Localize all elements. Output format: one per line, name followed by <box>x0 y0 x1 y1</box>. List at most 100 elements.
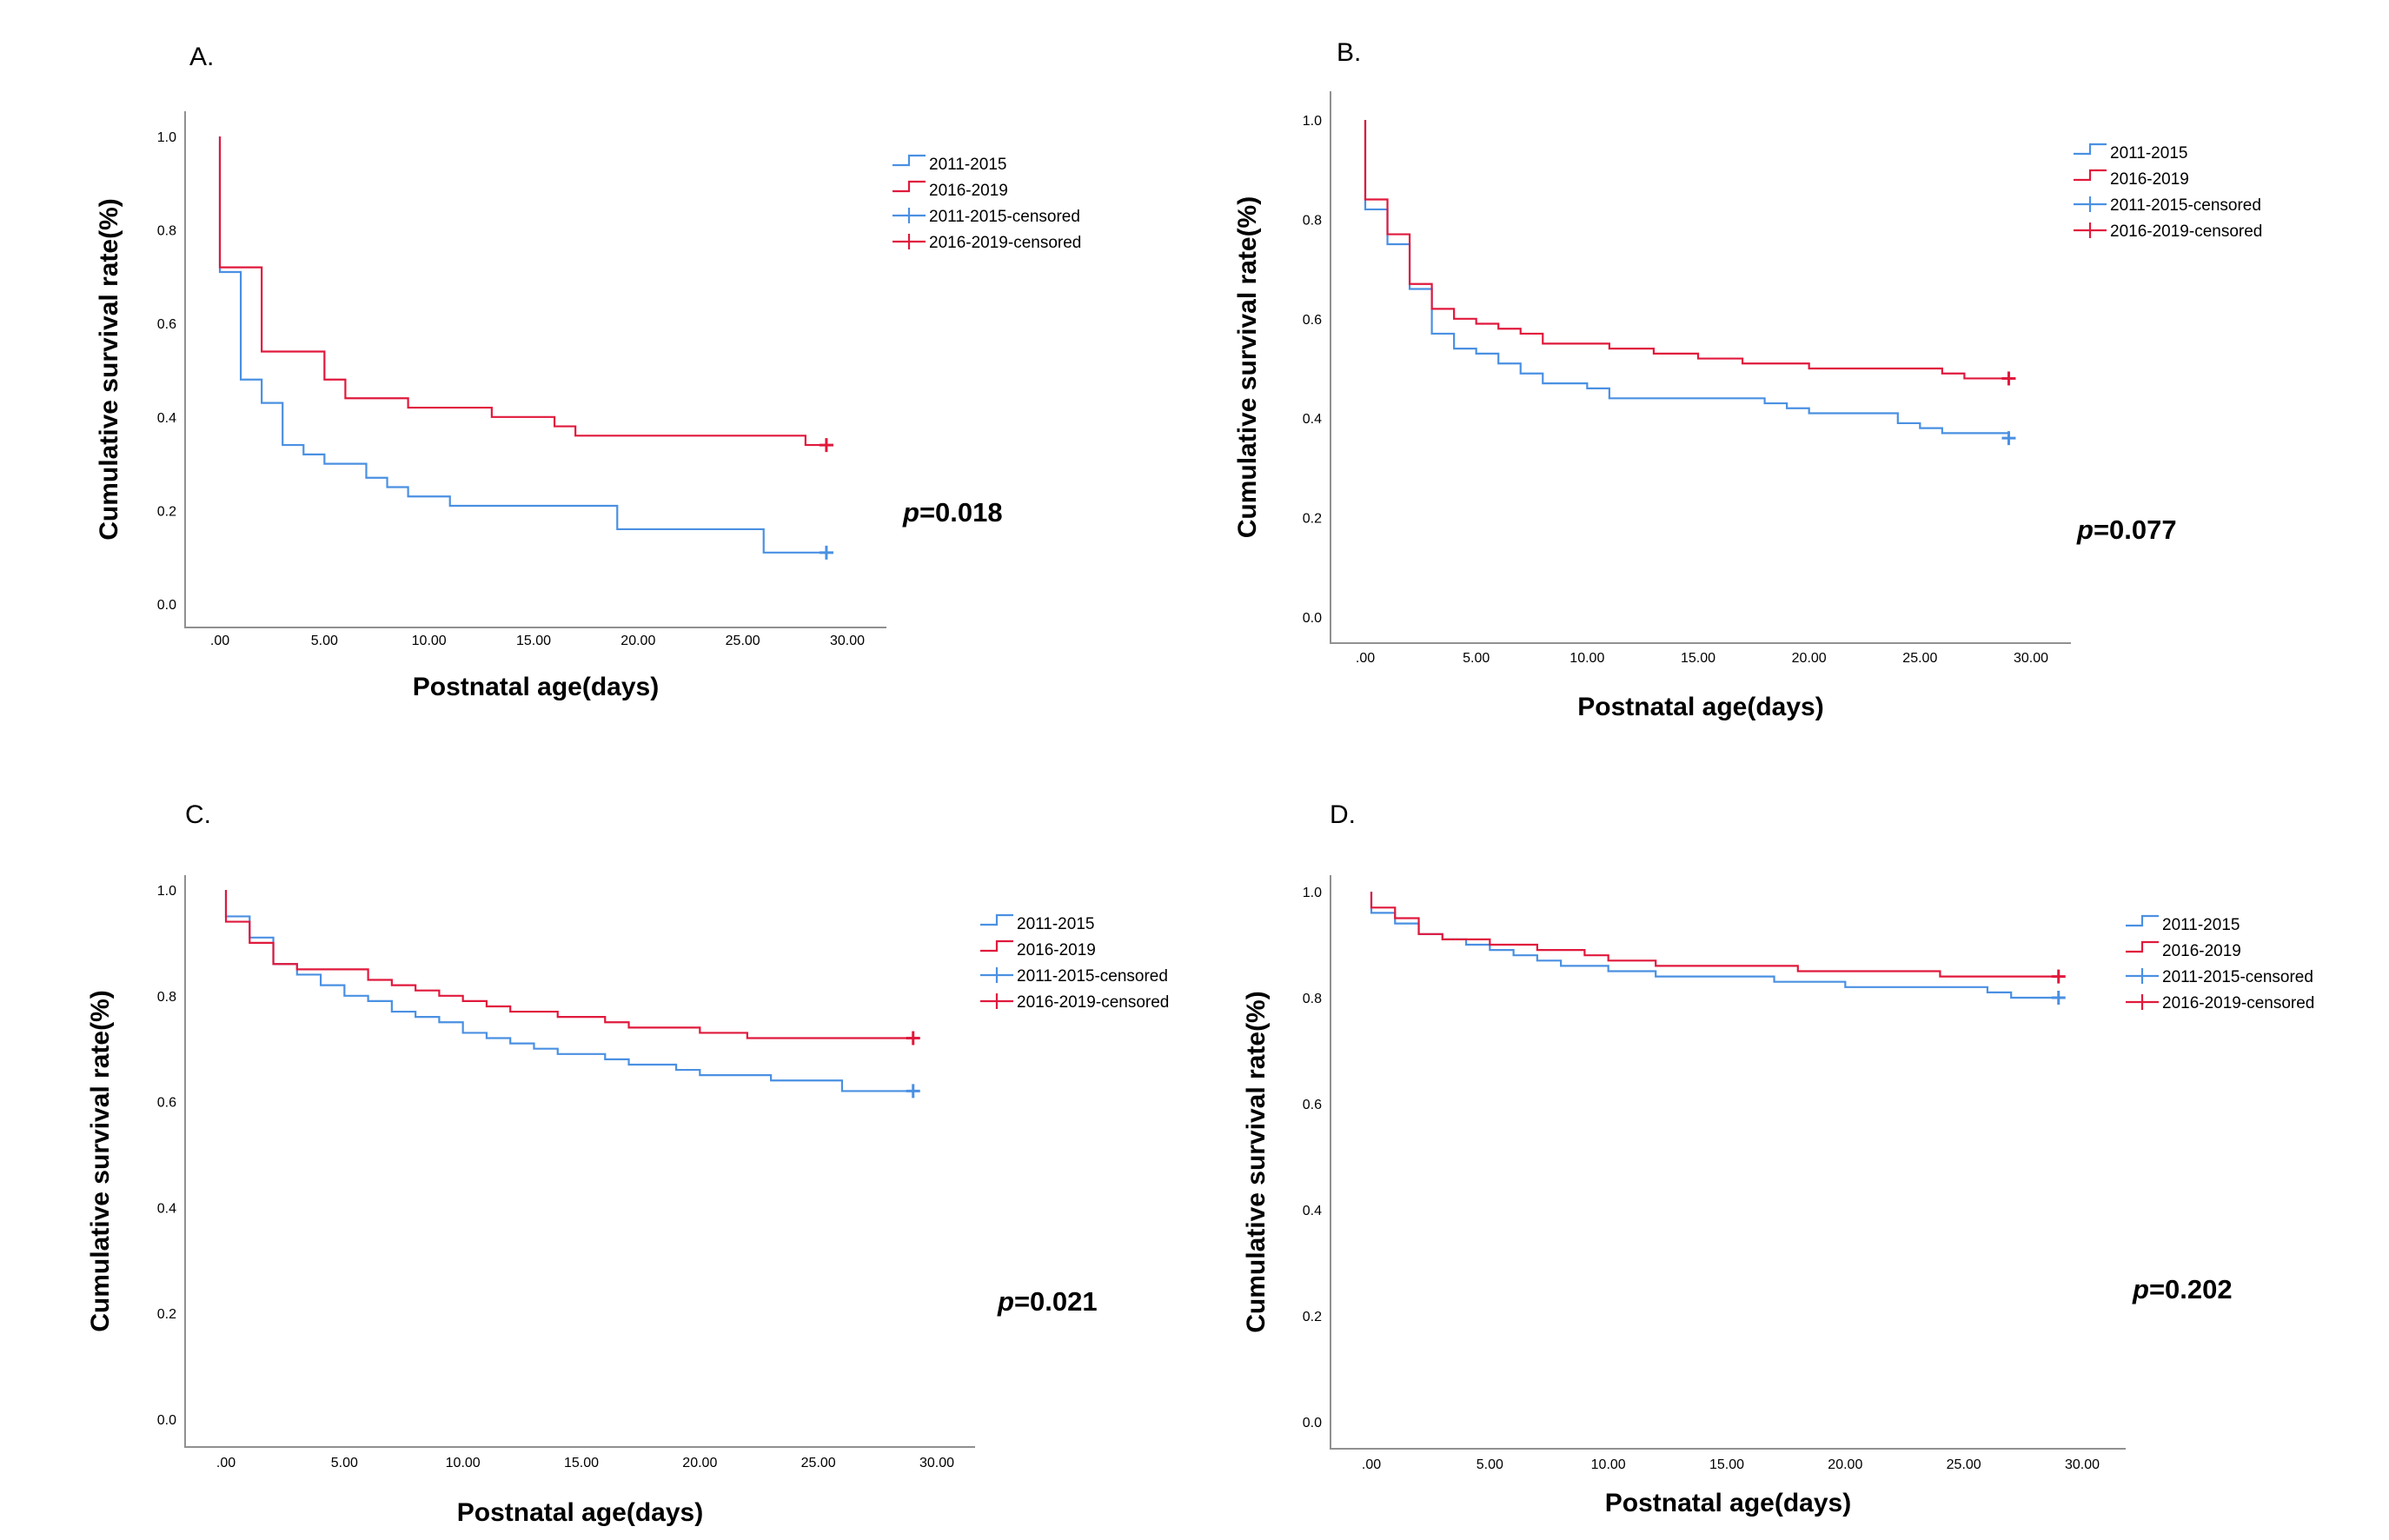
series-line-2016-2019 <box>218 136 826 447</box>
legend: 2011-2015 2016-2019 2011-2015-censored 2016… <box>980 913 1169 1012</box>
censor-mark-2016-2019 <box>906 1031 920 1045</box>
p-value-annotation: p=0.202 <box>2132 1274 2233 1304</box>
legend-label: 2011-2015-censored <box>2162 968 2313 986</box>
legend-swatch-censored <box>980 993 1013 1009</box>
x-tick-label: 25.00 <box>801 1456 836 1470</box>
legend: 2011-2015 2016-2019 2011-2015-censored 2016… <box>2126 914 2314 1012</box>
legend-swatch-censored <box>893 234 926 249</box>
x-axis-title: Postnatal age(days) <box>457 1498 703 1527</box>
x-tick-label: .00 <box>210 634 229 648</box>
censor-mark-2016-2019 <box>2001 371 2016 386</box>
chart-panel-d: D. 0.0 0.2 0.4 0.6 0.8 1.0 .00 5.00 10.00 15.00 20.… <box>1242 800 2314 1517</box>
x-tick-label: 30.00 <box>919 1456 954 1470</box>
legend-swatch <box>2074 169 2107 182</box>
x-tick-label: 15.00 <box>1681 651 1715 666</box>
legend-label: 2011-2015-censored <box>1017 967 1168 986</box>
y-tick-label: 1.0 <box>157 130 176 145</box>
y-tick-label: 0.4 <box>1303 412 1322 427</box>
legend-label: 2011-2015-censored <box>929 208 1080 226</box>
y-tick-label: 0.0 <box>1303 611 1322 626</box>
panel-letter: A. <box>189 43 214 71</box>
legend-swatch-censored <box>980 967 1013 983</box>
x-tick-label: 25.00 <box>1947 1457 1981 1472</box>
y-tick-label: 1.0 <box>157 884 176 899</box>
y-tick-label: 0.6 <box>1303 1098 1322 1112</box>
chart-panel-b: B. 0.0 0.2 0.4 0.6 0.8 1.0 .00 5.00 10.00 15.00 20.… <box>1233 38 2262 721</box>
x-tick-label: .00 <box>1362 1457 1381 1472</box>
axis-lines <box>184 875 975 1448</box>
legend-swatch-censored <box>893 208 926 223</box>
legend-label: 2011-2015 <box>2110 144 2187 163</box>
y-tick-label: 0.2 <box>1303 1310 1322 1324</box>
legend-swatch-censored <box>2126 968 2159 984</box>
series-line-2011-2015 <box>218 136 826 554</box>
legend-swatch <box>2126 914 2159 927</box>
legend-label: 2016-2019 <box>1017 941 1096 959</box>
x-tick-label: 20.00 <box>682 1456 717 1470</box>
legend-label: 2011-2015 <box>1017 915 1094 933</box>
y-tick-label: 0.8 <box>157 224 176 239</box>
legend: 2011-2015 2016-2019 2011-2015-censored 2016… <box>2074 143 2262 241</box>
y-tick-label: 0.2 <box>157 504 176 519</box>
p-value: =0.018 <box>919 497 1003 528</box>
x-tick-label: 15.00 <box>1709 1457 1744 1472</box>
x-tick-label: 10.00 <box>446 1456 481 1470</box>
p-value-annotation: p=0.077 <box>2076 514 2177 545</box>
legend-label: 2016-2019-censored <box>2110 222 2262 241</box>
legend-swatch <box>2126 940 2159 953</box>
y-axis-title: Cumulative survival rate(%) <box>1242 991 1271 1332</box>
x-tick-label: 5.00 <box>1477 1457 1503 1472</box>
y-tick-label: 0.6 <box>157 317 176 332</box>
y-axis-title: Cumulative survival rate(%) <box>1233 196 1262 538</box>
axis-lines <box>184 111 886 628</box>
x-tick-label: 15.00 <box>516 634 551 648</box>
x-tick-label: 25.00 <box>726 634 760 648</box>
censor-mark-2011-2015 <box>819 545 833 560</box>
chart-panel-c: C. 0.0 0.2 0.4 0.6 0.8 1.0 .00 5.00 10.00 15.00 20.… <box>86 800 1169 1527</box>
series-line-2016-2019 <box>224 890 913 1039</box>
legend-label: 2016-2019-censored <box>2162 994 2314 1012</box>
legend-label: 2016-2019-censored <box>1017 993 1169 1012</box>
legend-label: 2011-2015 <box>929 156 1006 174</box>
legend-label: 2016-2019 <box>2110 170 2189 189</box>
p-symbol: p <box>902 497 919 528</box>
legend-label: 2016-2019 <box>929 182 1008 200</box>
x-tick-label: 10.00 <box>412 634 447 648</box>
p-symbol: p <box>2076 514 2094 545</box>
legend-swatch <box>893 180 926 193</box>
y-tick-label: 1.0 <box>1303 886 1322 900</box>
p-value: =0.077 <box>2094 514 2177 545</box>
x-tick-label: 15.00 <box>564 1456 599 1470</box>
series-line-2011-2015 <box>224 890 913 1092</box>
chart-panel-a: A. 0.0 0.2 0.4 0.6 0.8 1.0 .00 5.00 10.00 15.00 20.… <box>95 43 1081 701</box>
y-tick-label: 0.6 <box>157 1096 176 1111</box>
x-tick-label: 5.00 <box>311 634 338 648</box>
legend-swatch <box>980 913 1013 926</box>
x-tick-label: 30.00 <box>830 634 865 648</box>
y-axis-title: Cumulative survival rate(%) <box>95 198 123 540</box>
series-line-2011-2015 <box>1370 892 2059 999</box>
x-tick-label: .00 <box>216 1456 236 1470</box>
series-line-2016-2019 <box>1370 892 2059 978</box>
legend-label: 2016-2019 <box>2162 942 2241 960</box>
x-tick-label: 10.00 <box>1591 1457 1626 1472</box>
y-tick-label: 0.8 <box>1303 213 1322 228</box>
x-tick-label: 30.00 <box>2014 651 2048 666</box>
censor-mark-2016-2019 <box>819 438 833 453</box>
censor-mark-2011-2015 <box>2001 431 2016 446</box>
x-axis-title: Postnatal age(days) <box>1605 1489 1851 1517</box>
y-tick-label: 0.6 <box>1303 313 1322 328</box>
y-tick-label: 0.4 <box>157 411 176 426</box>
y-tick-label: 0.0 <box>157 598 176 613</box>
x-axis-title: Postnatal age(days) <box>413 673 659 701</box>
p-symbol: p <box>997 1286 1014 1317</box>
x-tick-label: 20.00 <box>1792 651 1827 666</box>
legend-label: 2016-2019-censored <box>929 234 1081 252</box>
y-tick-label: 0.4 <box>1303 1204 1322 1218</box>
x-tick-label: 10.00 <box>1569 651 1604 666</box>
y-tick-label: 0.2 <box>157 1307 176 1322</box>
legend-swatch <box>980 939 1013 953</box>
legend-label: 2011-2015-censored <box>2110 196 2261 215</box>
censor-mark-2011-2015 <box>2051 991 2066 1005</box>
